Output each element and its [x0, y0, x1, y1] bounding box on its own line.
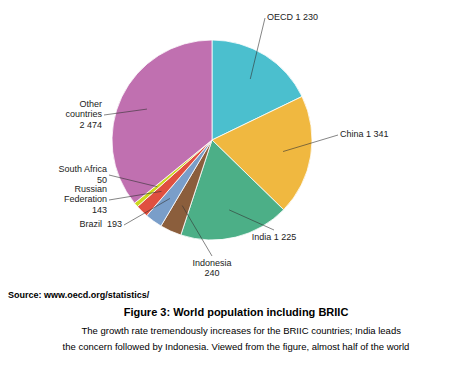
- title: Figure 3: World population including BRI…: [124, 306, 349, 318]
- slices: [112, 40, 312, 240]
- slice-labels: OECD 1 230 China 1 341 India 1 225 Indonesi…: [58, 12, 388, 278]
- leader-line: [283, 135, 338, 152]
- pie-slice: [112, 40, 212, 203]
- slice-label: China 1 341: [340, 129, 389, 139]
- slice-label: India 1 225: [252, 232, 297, 242]
- leader-lines: [104, 18, 338, 256]
- leader-line: [109, 191, 162, 200]
- chart: OECD 1 230 China 1 341 India 1 225 Indonesi…: [0, 0, 472, 366]
- body-text: the concern followed by Indonesia. Viewe…: [63, 341, 410, 352]
- slice-label: Brazil 193: [79, 219, 122, 229]
- slice-label: RussianFederation143: [64, 184, 107, 215]
- body-text: The growth rate tremendously increases f…: [71, 325, 401, 336]
- leader-line: [124, 198, 170, 225]
- slice-label: South Africa50: [58, 164, 107, 185]
- leader-line: [109, 175, 157, 187]
- slice-label: Othercountries2 474: [65, 99, 102, 130]
- leader-line: [104, 109, 147, 115]
- source-note: Source: www.oecd.org/statistics/: [8, 290, 150, 300]
- leader-line: [182, 206, 212, 256]
- leader-line: [229, 210, 274, 230]
- leader-line: [250, 18, 265, 79]
- slice-label: OECD 1 230: [267, 12, 318, 22]
- slice-label: Indonesia240: [192, 258, 231, 279]
